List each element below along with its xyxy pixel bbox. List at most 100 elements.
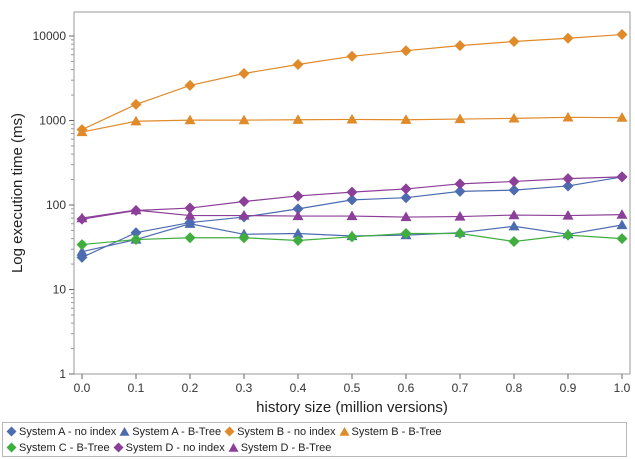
x-tick-label: 0.9 <box>560 381 577 395</box>
data-point <box>130 115 142 126</box>
legend-marker <box>339 427 349 436</box>
data-point <box>238 114 250 125</box>
x-tick-label: 0.7 <box>452 381 469 395</box>
chart-legend: System A - no index System A - B-Tree Syst… <box>2 422 627 457</box>
legend-label: System B - B-Tree <box>351 426 442 438</box>
legend-item: System B - B-Tree <box>339 424 442 440</box>
y-axis: 1 10 100 1000 10000 <box>33 29 74 381</box>
legend-marker <box>113 442 124 453</box>
data-point <box>184 79 196 91</box>
legend-label: System C - B-Tree <box>19 442 110 454</box>
data-point <box>454 227 466 239</box>
y-tick-label: 10 <box>53 283 67 297</box>
data-point <box>616 29 628 41</box>
data-point <box>616 219 628 230</box>
data-point <box>346 210 358 221</box>
series-0 <box>76 171 628 263</box>
x-tick-label: 0.4 <box>290 381 307 395</box>
triangle-marker-icon <box>339 427 349 436</box>
legend-item: System C - B-Tree <box>6 440 110 456</box>
series-3 <box>76 111 628 137</box>
line-chart: 1 10 100 1000 10000 0.0 0.1 0.2 0.3 0.4 0.5 0.6 0.7… <box>9 11 631 416</box>
data-point <box>130 204 142 215</box>
series-6 <box>76 204 628 223</box>
legend-label: System D - no index <box>125 442 225 454</box>
legend-marker <box>228 443 239 452</box>
data-point <box>562 111 574 122</box>
data-point <box>400 114 412 124</box>
legend-marker <box>224 426 235 437</box>
data-point <box>562 173 574 185</box>
data-point <box>292 227 304 238</box>
legend-label: System A - B-Tree <box>132 426 222 438</box>
data-point <box>76 246 88 256</box>
x-tick-label: 0.3 <box>236 381 253 395</box>
x-axis: 0.0 0.1 0.2 0.3 0.4 0.5 0.6 0.7 0.8 0.9 1.0 <box>74 374 631 395</box>
legend-item: System A - no index <box>6 424 116 440</box>
data-point <box>454 185 466 197</box>
data-point <box>346 50 358 62</box>
data-point <box>130 98 142 110</box>
data-point <box>184 232 196 244</box>
data-point <box>292 210 304 221</box>
data-point <box>562 229 574 241</box>
data-point <box>454 178 466 190</box>
diamond-marker-icon <box>6 442 17 453</box>
data-point <box>76 126 88 137</box>
data-point <box>292 235 304 247</box>
legend-marker <box>6 426 17 437</box>
data-point <box>454 211 466 221</box>
legend-row: System C - B-Tree System D - no index Syst… <box>6 440 623 456</box>
data-point <box>508 235 520 247</box>
data-point <box>454 40 466 52</box>
data-point <box>76 251 88 263</box>
legend-item: System D - no index <box>113 440 225 456</box>
data-point <box>616 112 628 122</box>
data-point <box>508 220 520 231</box>
x-tick-label: 0.5 <box>344 381 361 395</box>
y-axis-title: Log execution time (ms) <box>9 113 26 273</box>
data-point <box>184 202 196 214</box>
legend-item: System B - no index <box>224 424 336 440</box>
series-4 <box>76 227 628 251</box>
data-point <box>292 190 304 202</box>
data-point <box>616 171 628 183</box>
data-point <box>184 114 196 125</box>
triangle-marker-icon <box>228 443 239 452</box>
legend-item: System A - B-Tree <box>119 424 221 440</box>
y-tick-label: 1 <box>59 367 66 381</box>
data-point <box>400 192 412 204</box>
data-point <box>508 175 520 187</box>
data-point <box>562 180 574 192</box>
data-point <box>76 239 88 251</box>
x-tick-label: 0.0 <box>74 381 91 395</box>
data-point <box>130 227 142 239</box>
triangle-marker-icon <box>119 427 130 436</box>
x-tick-label: 0.1 <box>128 381 145 395</box>
legend-label: System D - B-Tree <box>240 442 332 454</box>
legend-marker <box>119 427 130 436</box>
data-point <box>130 234 142 246</box>
data-point <box>508 36 520 48</box>
legend-label: System B - no index <box>237 426 336 438</box>
data-point <box>238 210 250 220</box>
legend-label: System A - no index <box>19 426 117 438</box>
data-point <box>400 211 412 222</box>
x-tick-label: 1.0 <box>614 381 631 395</box>
x-tick-label: 0.8 <box>506 381 523 395</box>
diamond-marker-icon <box>224 426 235 437</box>
diamond-marker-icon <box>6 426 17 437</box>
data-point <box>400 45 412 57</box>
x-tick-label: 0.2 <box>182 381 199 395</box>
data-point <box>346 231 358 243</box>
diamond-marker-icon <box>113 442 124 453</box>
data-point <box>184 218 196 228</box>
data-point <box>562 32 574 44</box>
data-point <box>508 184 520 196</box>
data-point <box>508 209 520 220</box>
data-point <box>346 194 358 206</box>
data-point <box>400 183 412 195</box>
data-point <box>508 112 520 123</box>
data-point <box>400 227 412 239</box>
legend-item: System D - B-Tree <box>228 440 332 456</box>
